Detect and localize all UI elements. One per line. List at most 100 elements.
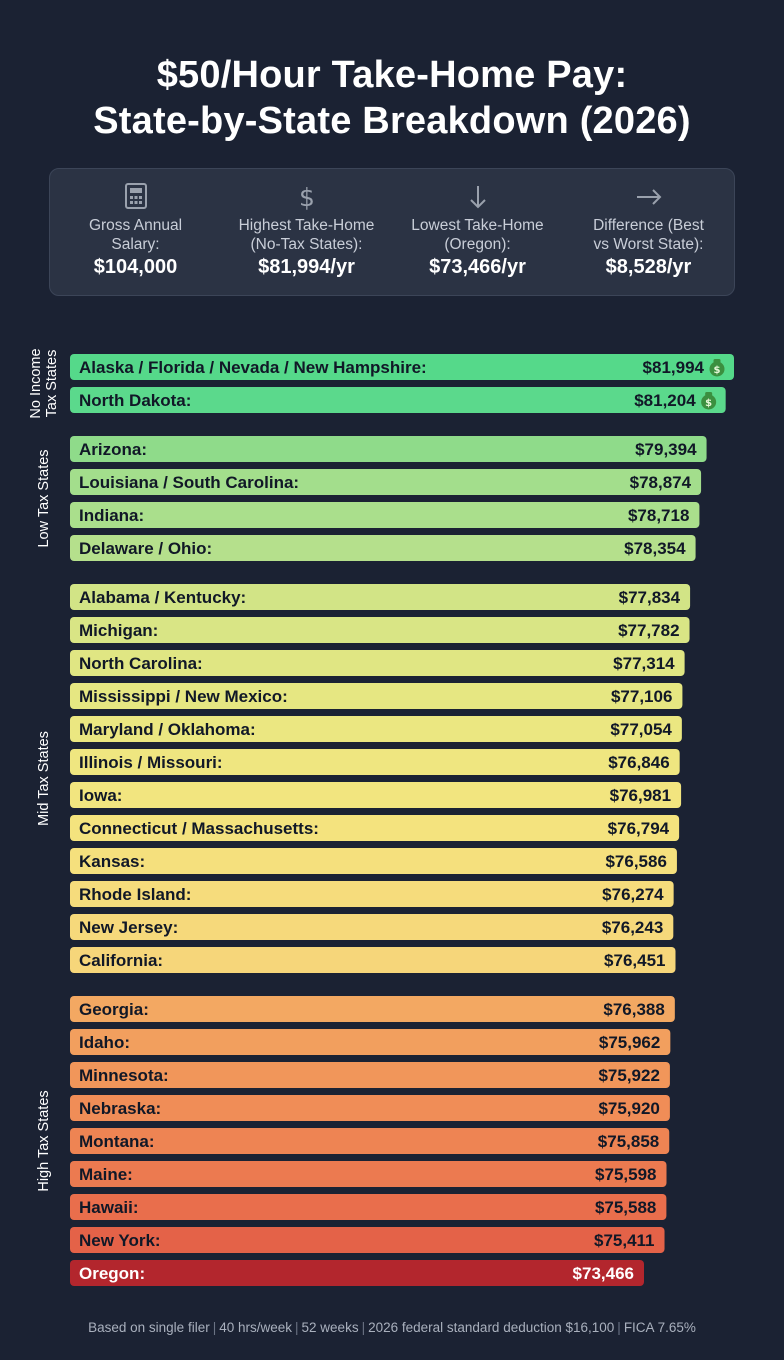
bar [70, 535, 696, 561]
bar [70, 815, 680, 841]
calculator-icon [50, 183, 221, 211]
bar [70, 387, 726, 413]
bar-label: Connecticut / Massachusetts: [79, 819, 319, 838]
footnote-part: 2026 federal standard deduction $16,100 [368, 1320, 615, 1335]
stat-label: Gross Annual Salary: [88, 217, 183, 253]
bar-value-label: $79,394 [635, 440, 697, 459]
bar-value-label: $76,274 [602, 885, 664, 904]
stat-lowest-take-home: Lowest Take-Home (Oregon): $73,466/yr [392, 169, 563, 295]
stat-gross-salary: Gross Annual Salary: $104,000 [50, 169, 221, 295]
footnote-part: Based on single filer [88, 1320, 210, 1335]
bar [70, 584, 691, 610]
money-bag-icon: $ [701, 392, 717, 410]
bar-value-label: $76,794 [608, 819, 670, 838]
dollar-sign-icon: $ [221, 183, 392, 211]
svg-text:$: $ [299, 183, 315, 211]
bar-value-label: $75,962 [599, 1033, 660, 1052]
svg-text:$: $ [705, 398, 712, 409]
bar-value-label: $78,354 [624, 539, 686, 558]
bar-label: Kansas: [79, 852, 145, 871]
footnote-part: FICA 7.65% [623, 1320, 696, 1335]
bar-label: North Carolina: [79, 654, 203, 673]
bar-label: Mississippi / New Mexico: [79, 687, 288, 706]
footnote-part: 40 hrs/week [219, 1320, 293, 1335]
bar-label: Michigan: [79, 621, 158, 640]
page-title: $50/Hour Take-Home Pay: State-by-State B… [0, 52, 784, 144]
summary-panel: Gross Annual Salary: $104,000 $ Highest T… [49, 168, 735, 296]
bar-label: New York: [79, 1231, 161, 1250]
bar [70, 617, 690, 643]
bar-value-label: $76,586 [605, 852, 666, 871]
bar-value-label: $77,054 [610, 720, 672, 739]
bar [70, 749, 680, 775]
group-label: Tax States [44, 350, 60, 418]
bar [70, 1029, 671, 1055]
bar-value-label: $78,718 [628, 506, 689, 525]
stat-value: $73,466/yr [429, 256, 526, 278]
bar-value-label: $77,834 [619, 588, 681, 607]
title-line-2: State-by-State Breakdown (2026) [93, 100, 691, 142]
bar [70, 1128, 670, 1154]
bar-label: California: [79, 951, 163, 970]
title-line-1: $50/Hour Take-Home Pay: [156, 54, 628, 96]
bar [70, 502, 700, 528]
bar-label: Alabama / Kentucky: [79, 588, 246, 607]
bar-value-label: $75,411 [594, 1231, 655, 1250]
arrow-down-icon [392, 183, 563, 211]
bar-value-label: $77,106 [611, 687, 672, 706]
bar [70, 881, 674, 907]
bar-label: Louisiana / South Carolina: [79, 473, 299, 492]
bar-value-label: $75,858 [598, 1132, 659, 1151]
group-label: Mid Tax States [36, 731, 52, 826]
bar-value-label: $76,981 [610, 786, 671, 805]
bar [70, 1260, 644, 1286]
bar-label: Hawaii: [79, 1198, 139, 1217]
bar-label: Georgia: [79, 1000, 149, 1019]
bar [70, 354, 734, 380]
svg-text:$: $ [714, 365, 721, 376]
bar [70, 1161, 667, 1187]
bar-value-label: $76,243 [602, 918, 663, 937]
bar-label: Alaska / Florida / Nevada / New Hampshir… [79, 358, 427, 377]
bar [70, 469, 702, 495]
bar-value-label: $81,204 [634, 391, 696, 410]
bar-label: Montana: [79, 1132, 155, 1151]
stat-label: Difference (Best vs Worst State): [593, 217, 704, 253]
stat-highest-take-home: $ Highest Take-Home (No-Tax States): $81,… [221, 169, 392, 295]
bar-value-label: $77,314 [613, 654, 675, 673]
bar-label: Indiana: [79, 506, 144, 525]
group-label: No Income [28, 348, 44, 418]
bar [70, 436, 707, 462]
bar-label: Delaware / Ohio: [79, 539, 212, 558]
bar-value-label: $75,588 [595, 1198, 656, 1217]
bar-label: Oregon: [79, 1264, 145, 1283]
bar-value-label: $76,388 [603, 1000, 664, 1019]
bar-label: New Jersey: [79, 918, 178, 937]
bar-label: Arizona: [79, 440, 147, 459]
bar [70, 683, 683, 709]
bar [70, 782, 682, 808]
stat-value: $81,994/yr [258, 256, 355, 278]
bar [70, 650, 685, 676]
bar-label: North Dakota: [79, 391, 191, 410]
footnote-part: 52 weeks [301, 1320, 359, 1335]
bar-value-label: $76,846 [608, 753, 669, 772]
bar-value-label: $76,451 [604, 951, 665, 970]
group-label: Low Tax States [36, 449, 52, 547]
bar [70, 1095, 670, 1121]
stat-value: $8,528/yr [605, 256, 692, 278]
bar-label: Idaho: [79, 1033, 130, 1052]
stat-difference: Difference (Best vs Worst State): $8,528/… [563, 169, 734, 295]
bar-label: Maryland / Oklahoma: [79, 720, 256, 739]
take-home-bar-chart: Alaska / Florida / Nevada / New Hampshir… [28, 348, 734, 1286]
bar-label: Rhode Island: [79, 885, 191, 904]
arrow-right-icon [563, 183, 734, 211]
stat-label: Lowest Take-Home (Oregon): [411, 217, 544, 253]
bar-value-label: $75,920 [598, 1099, 659, 1118]
bar-label: Iowa: [79, 786, 122, 805]
bar-value-label: $81,994 [643, 358, 705, 377]
bar [70, 716, 682, 742]
bar [70, 996, 675, 1022]
bar [70, 947, 676, 973]
bar [70, 914, 674, 940]
